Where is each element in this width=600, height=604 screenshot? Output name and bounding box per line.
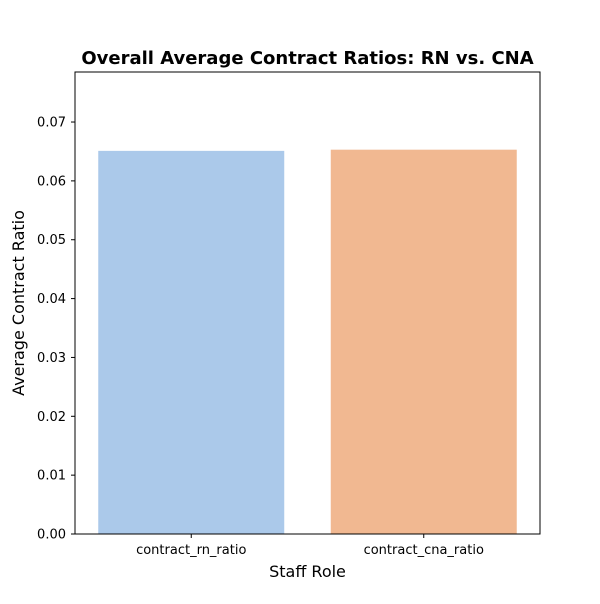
y-tick-label: 0.07: [37, 116, 66, 131]
y-tick-label: 0.01: [37, 469, 66, 484]
y-tick-label: 0.00: [37, 528, 66, 543]
bar-contract_rn_ratio: [98, 150, 285, 534]
y-tick-label: 0.05: [37, 233, 66, 248]
x-axis-label: Staff Role: [269, 562, 346, 581]
x-tick-label-contract_cna_ratio: contract_cna_ratio: [364, 543, 484, 558]
y-tick-label: 0.04: [37, 292, 66, 307]
chart-title: Overall Average Contract Ratios: RN vs. …: [81, 48, 533, 69]
y-tick-label: 0.06: [37, 174, 66, 189]
y-axis-label: Average Contract Ratio: [9, 210, 28, 396]
bar-contract_cna_ratio: [330, 149, 517, 534]
y-tick-label: 0.03: [37, 351, 66, 366]
plot-frame: [74, 71, 541, 535]
y-tick-label: 0.02: [37, 410, 66, 425]
plot-area: 0.00 0.01 0.02 0.03 0.04 0.05 0.06 0.07 contract…: [37, 116, 517, 558]
x-tick-label-contract_rn_ratio: contract_rn_ratio: [136, 543, 246, 558]
